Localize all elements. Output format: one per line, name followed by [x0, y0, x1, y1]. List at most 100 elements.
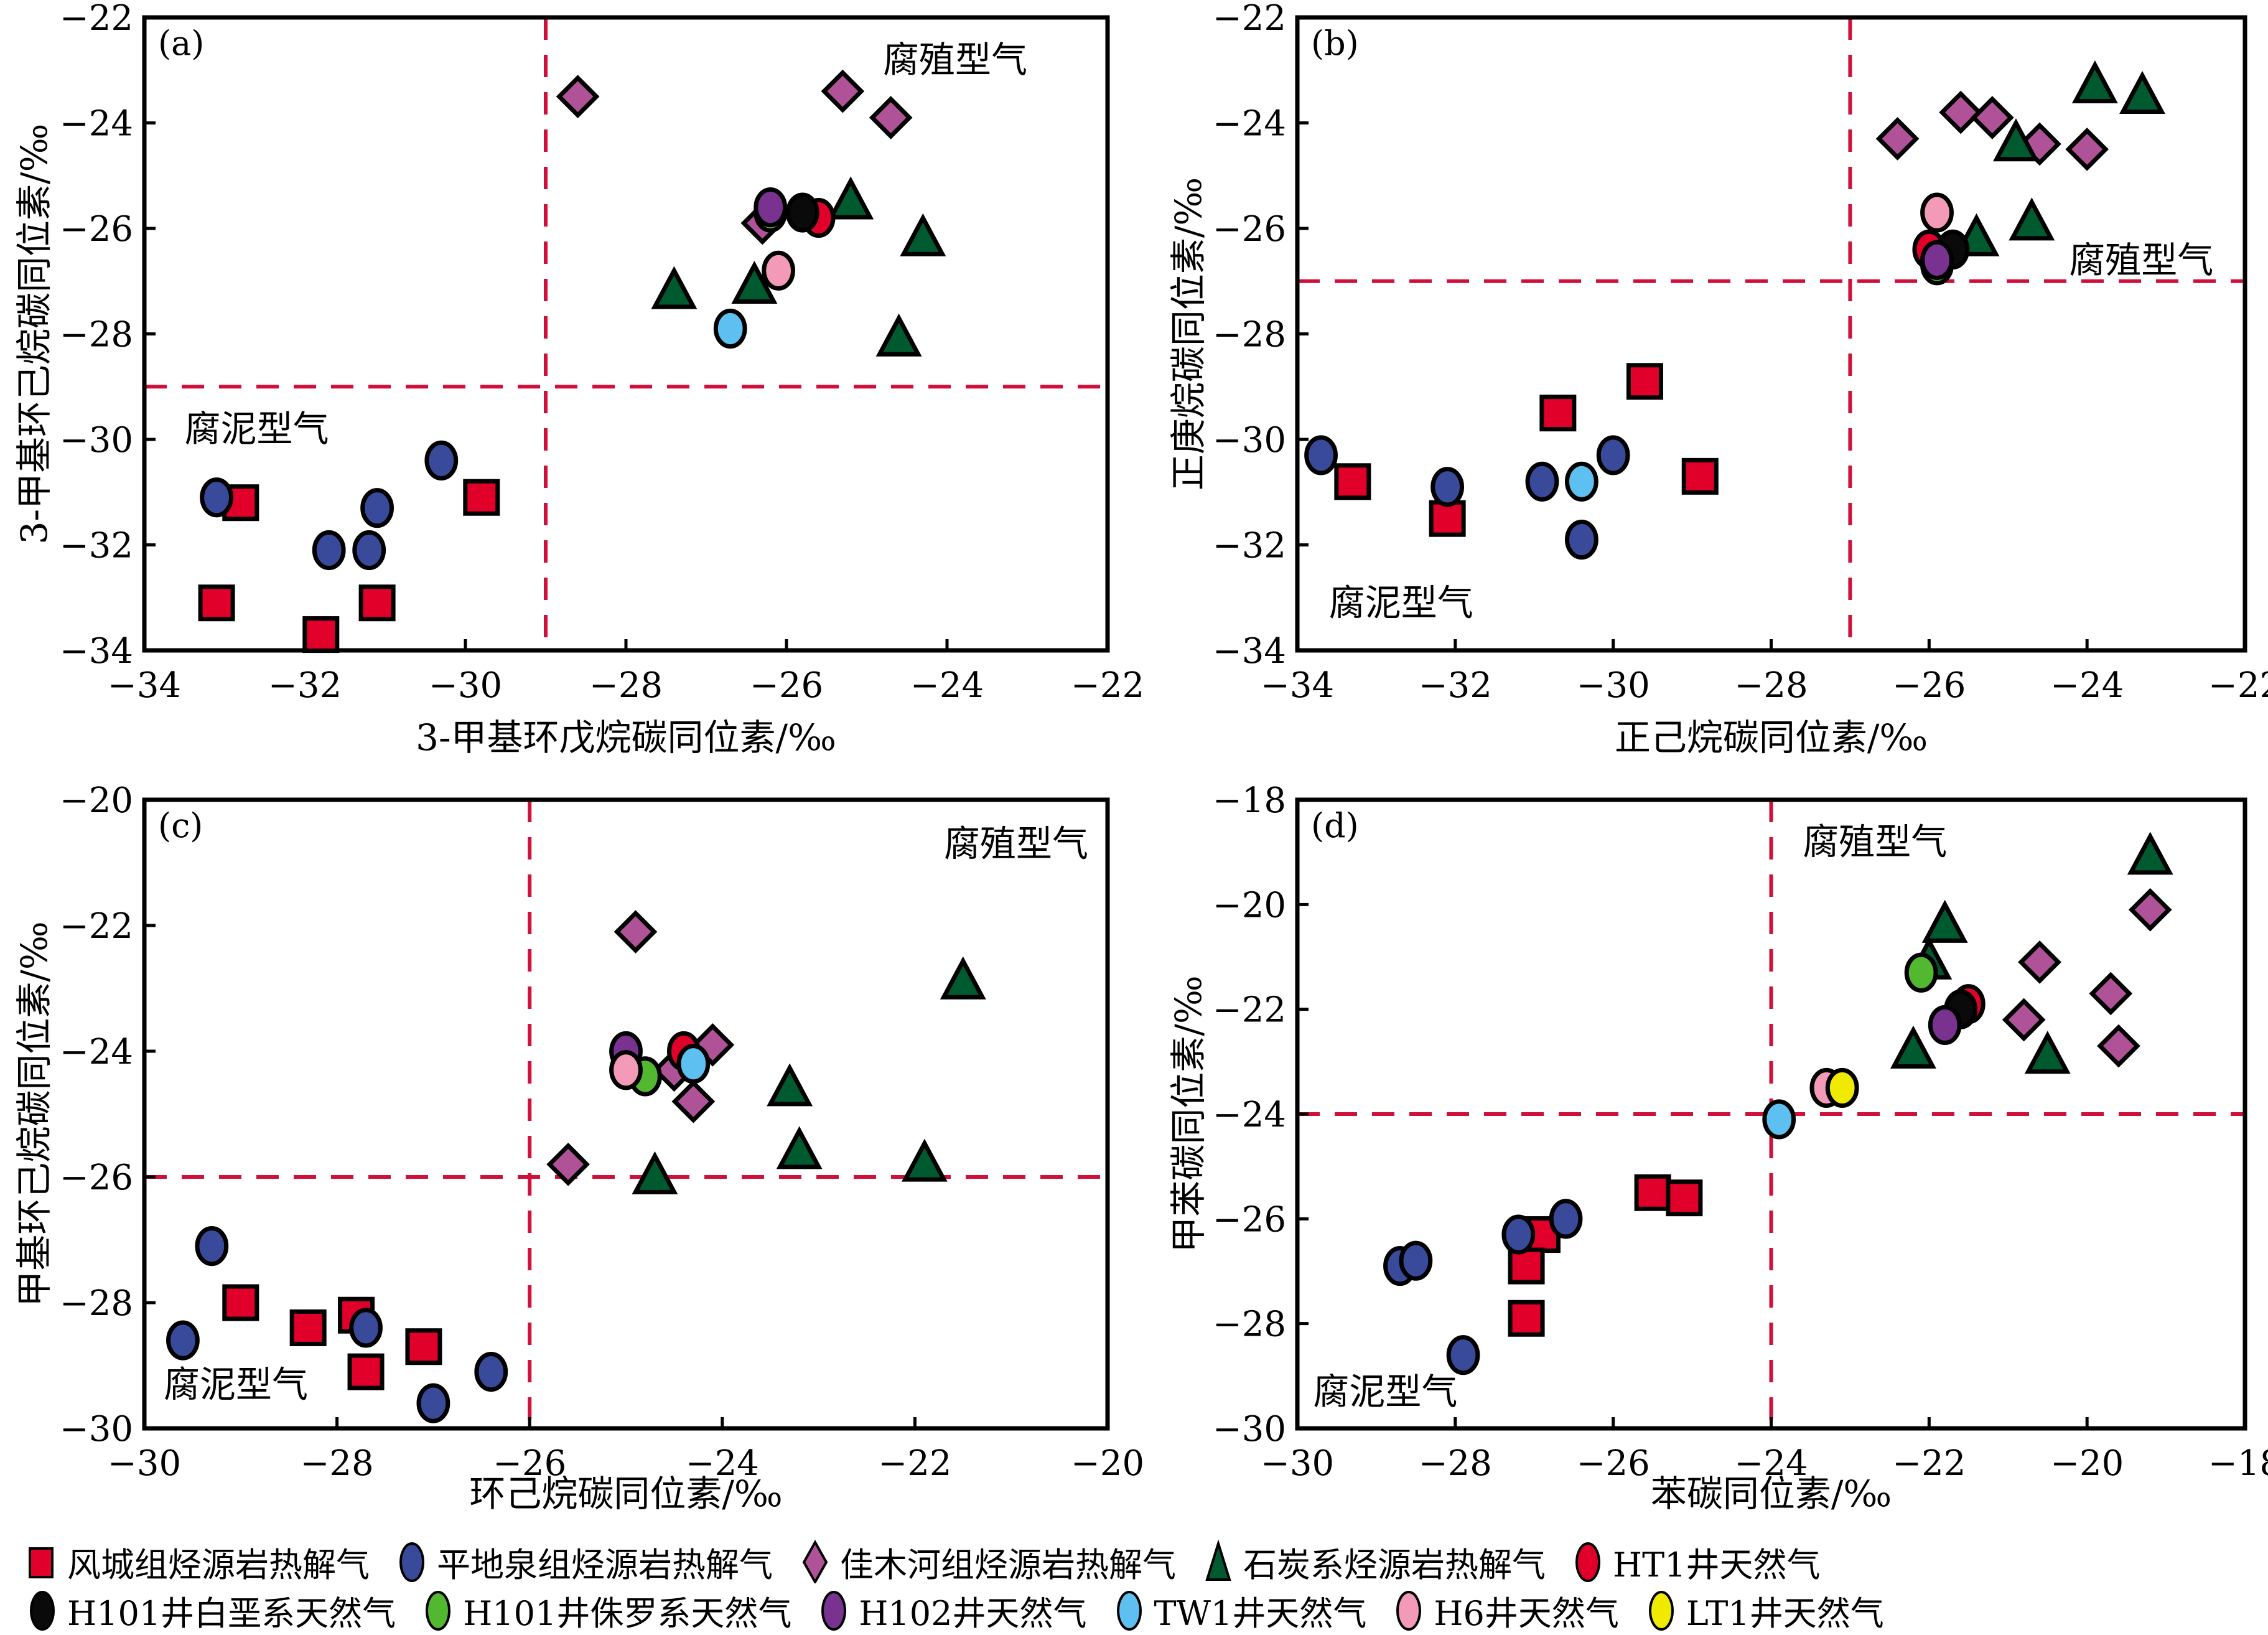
data-point [222, 1284, 259, 1321]
x-tick-label: −24 [2050, 665, 2124, 706]
y-tick-label: −26 [60, 209, 133, 250]
data-point [1446, 1335, 1480, 1375]
legend-item-TW1: TW1井天然气 [1112, 1586, 1367, 1635]
series-LT1 [1825, 1067, 1859, 1108]
circle-marker-icon [1396, 1591, 1422, 1631]
y-tick-label: −24 [1213, 104, 1286, 144]
series-TW1 [1762, 1099, 1796, 1140]
panel-label: (a) [158, 24, 204, 63]
y-axis-label: 甲基环己烷碳同位素/‰ [13, 921, 55, 1306]
data-point [1399, 1240, 1433, 1281]
data-point [1762, 1099, 1796, 1140]
series-carboniferous [1953, 60, 2165, 256]
data-point [360, 488, 394, 528]
legend-label: H6井天然气 [1434, 1593, 1619, 1633]
y-tick-label: −32 [1213, 526, 1286, 566]
data-point [195, 1226, 229, 1267]
data-point [424, 440, 459, 481]
square-marker-icon [29, 1547, 54, 1578]
region-annotation: 腐殖型气 [2069, 239, 2213, 281]
legend-row: H101井白垩系天然气 H101井侏罗系天然气 H102井天然气 TW1井天然气 H6井… [25, 1586, 2252, 1634]
region-annotation: 腐殖型气 [883, 39, 1027, 81]
y-tick-label: −28 [1213, 315, 1286, 355]
y-tick-label: −28 [1213, 1305, 1286, 1345]
x-tick-label: −20 [2050, 1443, 2124, 1484]
series-TW1 [713, 308, 747, 349]
data-point [1890, 1025, 1936, 1069]
series-H6 [609, 1050, 643, 1090]
legend-label: 佳木河组烃源岩热解气 [840, 1545, 1176, 1585]
series-H102 [1920, 240, 1954, 280]
data-point [767, 1063, 813, 1107]
data-point [869, 96, 913, 139]
data-point [2065, 128, 2109, 171]
y-tick-label: −28 [60, 1283, 133, 1324]
y-tick-label: −34 [1213, 631, 1286, 672]
circle-marker-icon [821, 1591, 847, 1631]
panel-label: (d) [1311, 806, 1359, 845]
series-H102 [1928, 1005, 1962, 1046]
x-tick-label: −24 [910, 665, 984, 706]
y-tick-label: −32 [60, 526, 133, 566]
data-point [2128, 888, 2172, 932]
data-point [166, 1320, 200, 1361]
x-tick-label: −22 [2208, 665, 2268, 706]
data-point [1596, 435, 1630, 476]
data-point [1304, 435, 1338, 476]
data-point [609, 1050, 643, 1090]
x-axis-label: 正己烷碳同位素/‰ [1615, 716, 1928, 759]
data-point [352, 530, 386, 571]
region-annotation: 腐殖型气 [1803, 820, 1947, 863]
legend-label: TW1井天然气 [1154, 1593, 1367, 1633]
legend-label: H102井天然气 [859, 1593, 1087, 1633]
data-point [2127, 832, 2173, 875]
plot-frame [142, 797, 1110, 1431]
x-tick-label: −28 [589, 665, 663, 706]
data-point [731, 261, 778, 304]
data-point [821, 69, 865, 113]
series-fengcheng [198, 479, 500, 654]
x-tick-label: −34 [1261, 665, 1334, 706]
data-point [1429, 500, 1466, 537]
chart-panel-b: −34 −32 −30 −28 −26 −24 −22 −34 −32 −30 −28 −26 −24 −… [1167, 0, 2268, 759]
series-carboniferous [651, 176, 946, 357]
y-tick-label: −30 [60, 1409, 133, 1450]
series-jiamuhe [2002, 888, 2172, 1068]
data-point [676, 1044, 711, 1084]
panel-label: (b) [1311, 24, 1359, 63]
series-H101_K [785, 192, 819, 233]
y-tick-label: −22 [1213, 990, 1286, 1031]
data-point [632, 1151, 678, 1194]
data-point [614, 910, 658, 953]
data-point [463, 479, 500, 516]
region-annotation: 腐泥型气 [185, 408, 329, 450]
data-point [1971, 96, 2014, 139]
diamond-marker-icon [802, 1540, 828, 1583]
legend-label: H101井白垩系天然气 [67, 1593, 396, 1633]
series-H6 [1920, 192, 1954, 233]
data-point [1549, 1199, 1583, 1239]
circle-marker-icon [1575, 1542, 1600, 1582]
x-axis-label: 环己烷碳同位素/‰ [469, 1473, 782, 1515]
y-tick-label: −22 [1213, 0, 1286, 39]
data-point [828, 176, 874, 220]
x-tick-label: −28 [1734, 665, 1808, 706]
legend-item-HT1: HT1井天然气 [1570, 1537, 1820, 1586]
y-tick-label: −30 [1213, 1409, 1286, 1450]
data-point [1681, 457, 1719, 495]
y-tick-label: −20 [1213, 885, 1286, 925]
y-tick-label: −28 [60, 315, 133, 355]
series-H101_J [1904, 952, 1938, 993]
data-point [200, 477, 234, 518]
y-axis-label: 正庚烷碳同位素/‰ [1167, 177, 1210, 490]
data-point [556, 75, 600, 118]
data-point [1508, 1300, 1545, 1337]
x-tick-label: −22 [878, 1443, 951, 1484]
data-point [1565, 461, 1598, 502]
data-point [1626, 363, 1663, 400]
data-point [1928, 1005, 1962, 1046]
data-point [1565, 519, 1598, 560]
legend-label: LT1井天然气 [1686, 1593, 1884, 1633]
plot-frame [1295, 15, 2247, 653]
